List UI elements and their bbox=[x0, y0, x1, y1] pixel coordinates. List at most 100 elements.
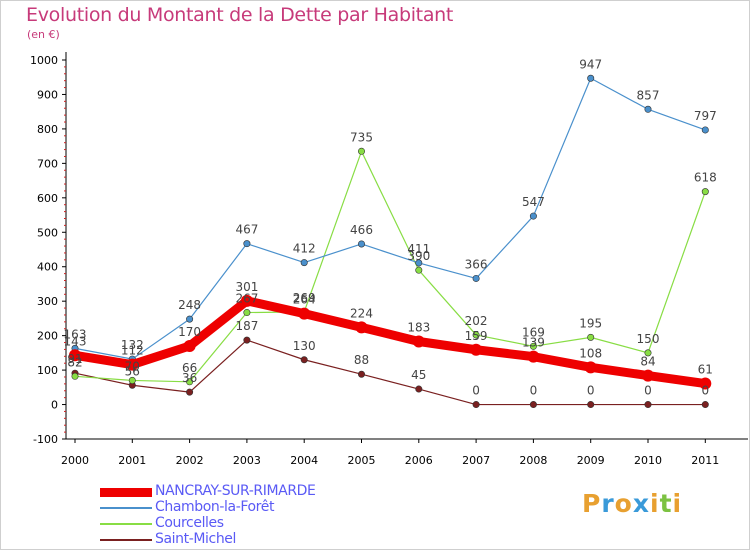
x-tick-label: 2004 bbox=[290, 454, 318, 467]
data-point bbox=[412, 335, 425, 348]
data-label: 45 bbox=[411, 368, 426, 382]
data-point bbox=[587, 401, 595, 409]
data-point bbox=[243, 309, 251, 317]
data-point bbox=[470, 343, 483, 356]
legend-swatch bbox=[100, 487, 152, 497]
y-tick-label: 200 bbox=[37, 330, 58, 343]
data-label: 82 bbox=[67, 355, 82, 369]
data-point bbox=[71, 372, 79, 380]
data-label: 0 bbox=[644, 384, 652, 398]
legend-item: Saint-Michel bbox=[100, 531, 380, 548]
data-label: 0 bbox=[701, 384, 709, 398]
legend-label: Saint-Michel bbox=[155, 531, 237, 547]
proxiti-logo: Proxiti bbox=[582, 489, 682, 518]
data-point bbox=[357, 240, 365, 248]
x-tick-label: 2001 bbox=[118, 454, 146, 467]
series-line-2 bbox=[74, 150, 706, 383]
logo-letter: r bbox=[601, 489, 615, 518]
data-label: 0 bbox=[530, 384, 538, 398]
data-label: 264 bbox=[293, 293, 316, 307]
data-label: 0 bbox=[587, 384, 595, 398]
x-tick-label: 2003 bbox=[233, 454, 261, 467]
logo-letter: i bbox=[672, 489, 683, 518]
data-point bbox=[300, 259, 308, 267]
x-tick-label: 2008 bbox=[519, 454, 547, 467]
x-tick-label: 2005 bbox=[348, 454, 376, 467]
data-label: 36 bbox=[182, 371, 197, 385]
data-point bbox=[183, 339, 196, 352]
y-tick-label: 300 bbox=[37, 295, 58, 308]
data-label: 130 bbox=[293, 339, 316, 353]
data-label: 195 bbox=[579, 316, 602, 330]
y-tick-label: 100 bbox=[37, 364, 58, 377]
data-label: 139 bbox=[522, 336, 545, 350]
data-label: 224 bbox=[350, 306, 373, 320]
y-tick-label: 600 bbox=[37, 192, 58, 205]
data-label: 163 bbox=[64, 327, 87, 341]
y-tick-label: 700 bbox=[37, 157, 58, 170]
legend-swatch bbox=[100, 539, 152, 541]
logo-letter: t bbox=[659, 489, 673, 518]
x-tick-label: 2009 bbox=[577, 454, 605, 467]
data-point bbox=[644, 349, 652, 357]
data-label: 150 bbox=[637, 332, 660, 346]
data-label: 735 bbox=[350, 130, 373, 144]
legend-label: NANCRAY-SUR-RIMARDE bbox=[155, 483, 316, 499]
data-label: 618 bbox=[694, 171, 717, 185]
data-label: 547 bbox=[522, 195, 545, 209]
data-label: 269 bbox=[293, 291, 316, 305]
series-line-0 bbox=[70, 296, 710, 389]
chart-unit: (en €) bbox=[27, 28, 60, 41]
legend-label: Chambon-la-Forêt bbox=[155, 499, 275, 515]
legend-item: Chambon-la-Forêt bbox=[100, 499, 380, 516]
data-label: 112 bbox=[121, 344, 144, 358]
series-line-1 bbox=[74, 77, 706, 360]
data-point bbox=[644, 105, 652, 113]
data-label: 797 bbox=[694, 109, 717, 123]
data-label: 467 bbox=[235, 223, 258, 237]
data-point bbox=[415, 385, 423, 393]
data-point bbox=[243, 240, 251, 248]
y-tick-label: -100 bbox=[33, 433, 58, 446]
data-point bbox=[186, 388, 194, 396]
x-tick-label: 2002 bbox=[176, 454, 204, 467]
data-label: 61 bbox=[698, 363, 713, 377]
legend-swatch bbox=[100, 523, 152, 525]
data-label: 202 bbox=[465, 314, 488, 328]
data-point bbox=[126, 358, 139, 371]
x-tick-label: 2011 bbox=[691, 454, 719, 467]
y-tick-label: 1000 bbox=[30, 54, 58, 67]
data-label: 84 bbox=[640, 355, 655, 369]
data-point bbox=[644, 401, 652, 409]
data-label: 466 bbox=[350, 223, 373, 237]
data-point bbox=[300, 356, 308, 364]
logo-letter: x bbox=[632, 489, 650, 518]
data-label: 0 bbox=[472, 384, 480, 398]
data-label: 91 bbox=[67, 352, 82, 366]
data-point bbox=[472, 401, 480, 409]
data-label: 108 bbox=[579, 346, 602, 360]
data-point bbox=[701, 126, 709, 134]
data-point bbox=[186, 378, 194, 386]
data-label: 183 bbox=[407, 320, 430, 334]
data-point bbox=[128, 376, 136, 384]
data-point bbox=[701, 188, 709, 196]
data-label: 159 bbox=[465, 329, 488, 343]
data-point bbox=[355, 321, 368, 334]
chart-title: Evolution du Montant de la Dette par Hab… bbox=[26, 4, 454, 26]
x-tick-label: 2006 bbox=[405, 454, 433, 467]
data-label: 301 bbox=[235, 280, 258, 294]
legend: NANCRAY-SUR-RIMARDE Chambon-la-Forêt Courc… bbox=[100, 483, 380, 548]
legend-label: Courcelles bbox=[155, 515, 224, 531]
series-line-3 bbox=[74, 339, 706, 406]
data-point bbox=[69, 349, 81, 362]
data-label: 88 bbox=[354, 353, 369, 367]
data-point bbox=[527, 350, 540, 363]
data-label: 248 bbox=[178, 298, 201, 312]
data-point bbox=[584, 361, 597, 374]
logo-letter: P bbox=[582, 489, 602, 518]
data-label: 411 bbox=[407, 242, 430, 256]
logo-letter: i bbox=[650, 489, 660, 518]
data-point bbox=[472, 331, 480, 339]
data-label: 143 bbox=[64, 334, 87, 348]
